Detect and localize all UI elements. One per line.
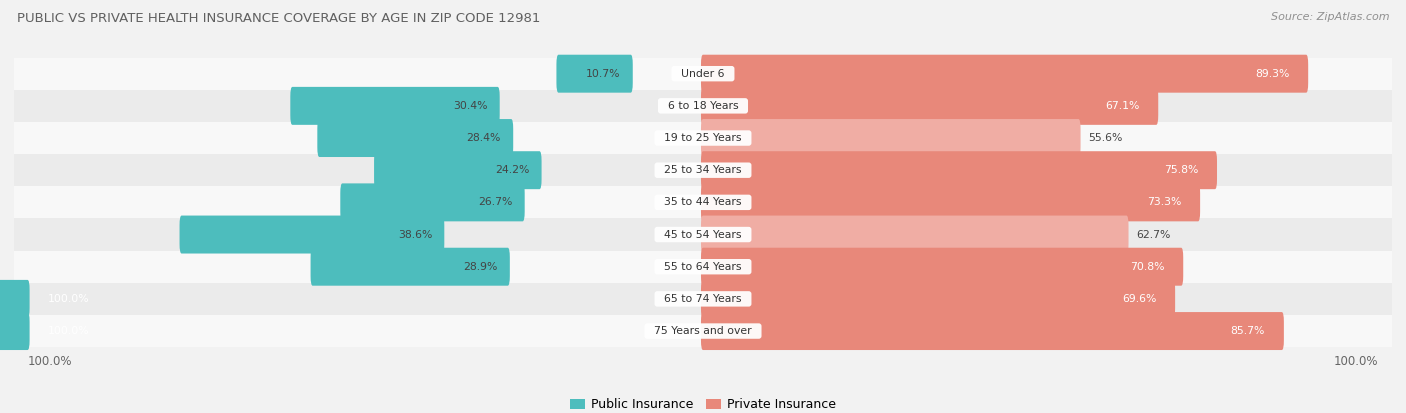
Bar xyxy=(14,154,1392,186)
Text: 75 Years and over: 75 Years and over xyxy=(647,326,759,336)
Text: 25 to 34 Years: 25 to 34 Years xyxy=(657,165,749,175)
Text: 26.7%: 26.7% xyxy=(478,197,513,207)
Text: 73.3%: 73.3% xyxy=(1147,197,1181,207)
Text: 10.7%: 10.7% xyxy=(586,69,620,79)
FancyBboxPatch shape xyxy=(374,151,541,189)
Text: 100.0%: 100.0% xyxy=(48,326,90,336)
FancyBboxPatch shape xyxy=(311,248,510,286)
Text: 38.6%: 38.6% xyxy=(398,230,432,240)
FancyBboxPatch shape xyxy=(702,312,1284,350)
FancyBboxPatch shape xyxy=(702,87,1159,125)
Bar xyxy=(14,251,1392,283)
Text: 19 to 25 Years: 19 to 25 Years xyxy=(657,133,749,143)
Legend: Public Insurance, Private Insurance: Public Insurance, Private Insurance xyxy=(565,393,841,413)
FancyBboxPatch shape xyxy=(702,151,1218,189)
Text: 55 to 64 Years: 55 to 64 Years xyxy=(657,262,749,272)
Text: Under 6: Under 6 xyxy=(675,69,731,79)
Text: 75.8%: 75.8% xyxy=(1164,165,1198,175)
Bar xyxy=(14,90,1392,122)
FancyBboxPatch shape xyxy=(318,119,513,157)
Text: Source: ZipAtlas.com: Source: ZipAtlas.com xyxy=(1271,12,1389,22)
Bar xyxy=(14,57,1392,90)
FancyBboxPatch shape xyxy=(340,183,524,221)
Text: 24.2%: 24.2% xyxy=(495,165,530,175)
FancyBboxPatch shape xyxy=(0,312,30,350)
FancyBboxPatch shape xyxy=(0,280,30,318)
Bar xyxy=(14,315,1392,347)
Bar xyxy=(14,283,1392,315)
FancyBboxPatch shape xyxy=(702,183,1201,221)
Text: 28.9%: 28.9% xyxy=(464,262,498,272)
Text: PUBLIC VS PRIVATE HEALTH INSURANCE COVERAGE BY AGE IN ZIP CODE 12981: PUBLIC VS PRIVATE HEALTH INSURANCE COVER… xyxy=(17,12,540,25)
FancyBboxPatch shape xyxy=(557,55,633,93)
Text: 85.7%: 85.7% xyxy=(1230,326,1265,336)
Text: 28.4%: 28.4% xyxy=(467,133,501,143)
Text: 55.6%: 55.6% xyxy=(1088,133,1123,143)
Text: 62.7%: 62.7% xyxy=(1136,230,1171,240)
Text: 100.0%: 100.0% xyxy=(1334,355,1378,368)
FancyBboxPatch shape xyxy=(702,55,1308,93)
FancyBboxPatch shape xyxy=(290,87,499,125)
Bar xyxy=(14,186,1392,218)
FancyBboxPatch shape xyxy=(702,248,1184,286)
Bar xyxy=(14,122,1392,154)
Text: 100.0%: 100.0% xyxy=(48,294,90,304)
Text: 67.1%: 67.1% xyxy=(1105,101,1139,111)
Bar xyxy=(14,218,1392,251)
Text: 89.3%: 89.3% xyxy=(1256,69,1289,79)
Text: 70.8%: 70.8% xyxy=(1130,262,1164,272)
Text: 45 to 54 Years: 45 to 54 Years xyxy=(657,230,749,240)
Text: 100.0%: 100.0% xyxy=(28,355,72,368)
FancyBboxPatch shape xyxy=(702,280,1175,318)
Text: 35 to 44 Years: 35 to 44 Years xyxy=(657,197,749,207)
Text: 6 to 18 Years: 6 to 18 Years xyxy=(661,101,745,111)
FancyBboxPatch shape xyxy=(702,119,1081,157)
Text: 69.6%: 69.6% xyxy=(1122,294,1156,304)
Text: 30.4%: 30.4% xyxy=(453,101,488,111)
FancyBboxPatch shape xyxy=(702,216,1129,254)
FancyBboxPatch shape xyxy=(180,216,444,254)
Text: 65 to 74 Years: 65 to 74 Years xyxy=(657,294,749,304)
